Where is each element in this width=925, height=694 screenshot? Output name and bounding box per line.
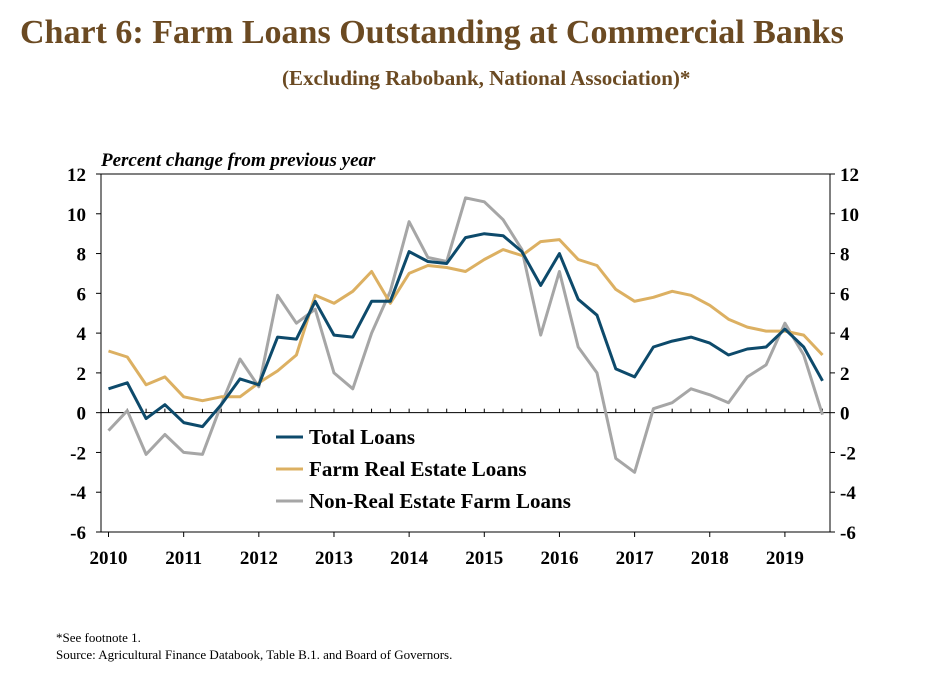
legend-label: Non-Real Estate Farm Loans <box>309 489 571 513</box>
y-tick-label-left: 4 <box>77 324 87 345</box>
source-note: Source: Agricultural Finance Databook, T… <box>56 647 453 662</box>
legend: Total Loans Farm Real Estate Loans Non-Rea… <box>276 425 571 513</box>
y-tick-label-right: -4 <box>840 483 856 504</box>
x-tick-label: 2012 <box>240 548 278 569</box>
legend-label: Total Loans <box>309 425 415 449</box>
x-tick-label: 2017 <box>616 548 655 569</box>
x-tick-label: 2018 <box>691 548 729 569</box>
y-tick-label-left: -6 <box>70 523 86 544</box>
y-tick-label-left: 8 <box>77 245 87 266</box>
footnote: *See footnote 1. <box>56 630 141 645</box>
x-tick-label: 2015 <box>465 548 503 569</box>
plot-frame <box>100 173 831 533</box>
y-tick-label-left: -4 <box>70 483 86 504</box>
y-tick-label-left: 10 <box>67 205 86 226</box>
y-tick-label-left: 12 <box>67 165 86 186</box>
x-tick-label: 2019 <box>766 548 804 569</box>
x-tick-label: 2013 <box>315 548 353 569</box>
axes: -6 -6 -4 -4 -2 -2 0 0 2 2 4 4 6 6 8 8 10 10 12 12 2010 2011 20… <box>67 165 859 569</box>
y-tick-label-right: 6 <box>840 284 850 305</box>
y-tick-label-right: 0 <box>840 404 850 425</box>
y-axis-label: Percent change from previous year <box>100 150 376 171</box>
y-tick-label-right: 8 <box>840 245 850 266</box>
y-tick-label-left: 0 <box>77 404 87 425</box>
y-tick-label-right: 4 <box>840 324 850 345</box>
series-lines <box>107 196 824 474</box>
x-tick-label: 2011 <box>165 548 202 569</box>
x-tick-label: 2016 <box>540 548 578 569</box>
series-line-farm-real-estate-loans <box>108 238 824 403</box>
chart-subtitle: (Excluding Rabobank, National Associatio… <box>282 66 691 90</box>
y-tick-label-right: 12 <box>840 165 859 186</box>
series-line-total-loans <box>108 232 824 429</box>
series-line-non-real-estate-farm-loans <box>107 196 824 474</box>
y-tick-label-left: 2 <box>77 364 87 385</box>
y-tick-label-right: -2 <box>840 443 856 464</box>
x-tick-label: 2014 <box>390 548 429 569</box>
y-tick-label-right: -6 <box>840 523 856 544</box>
x-tick-label: 2010 <box>90 548 128 569</box>
y-tick-label-right: 10 <box>840 205 859 226</box>
y-tick-label-right: 2 <box>840 364 850 385</box>
y-tick-label-left: 6 <box>77 284 87 305</box>
chart-title: Chart 6: Farm Loans Outstanding at Comme… <box>20 14 844 51</box>
legend-label: Farm Real Estate Loans <box>309 457 527 481</box>
y-tick-label-left: -2 <box>70 443 86 464</box>
